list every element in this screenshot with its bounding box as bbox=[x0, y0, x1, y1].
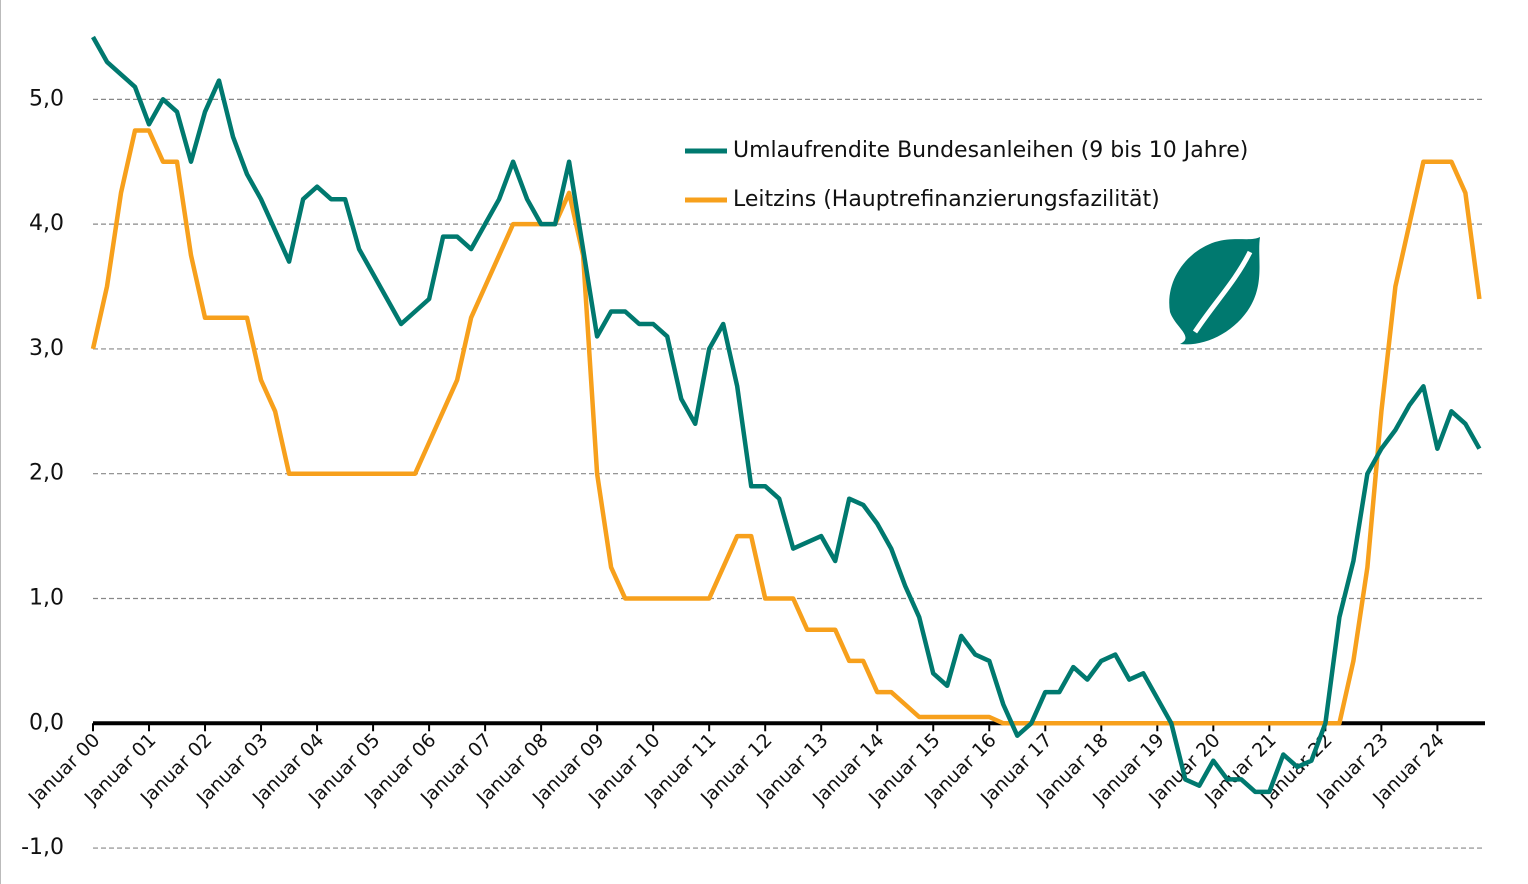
y-tick-label: 1,0 bbox=[29, 585, 64, 610]
legend-label: Leitzins (Hauptrefinanzierungsfazilität) bbox=[733, 187, 1160, 212]
y-tick-label: 3,0 bbox=[29, 336, 64, 361]
y-tick-label: 4,0 bbox=[29, 211, 64, 236]
series-line bbox=[90, 128, 1482, 726]
y-tick-label: -1,0 bbox=[21, 835, 64, 860]
series-line bbox=[91, 35, 1482, 795]
y-tick-label: 0,0 bbox=[29, 710, 64, 735]
logo bbox=[1169, 237, 1260, 345]
y-tick-label: 5,0 bbox=[29, 86, 64, 111]
y-tick-label: 2,0 bbox=[29, 461, 64, 486]
legend-label: Umlaufrendite Bundesanleihen (9 bis 10 J… bbox=[733, 138, 1248, 163]
